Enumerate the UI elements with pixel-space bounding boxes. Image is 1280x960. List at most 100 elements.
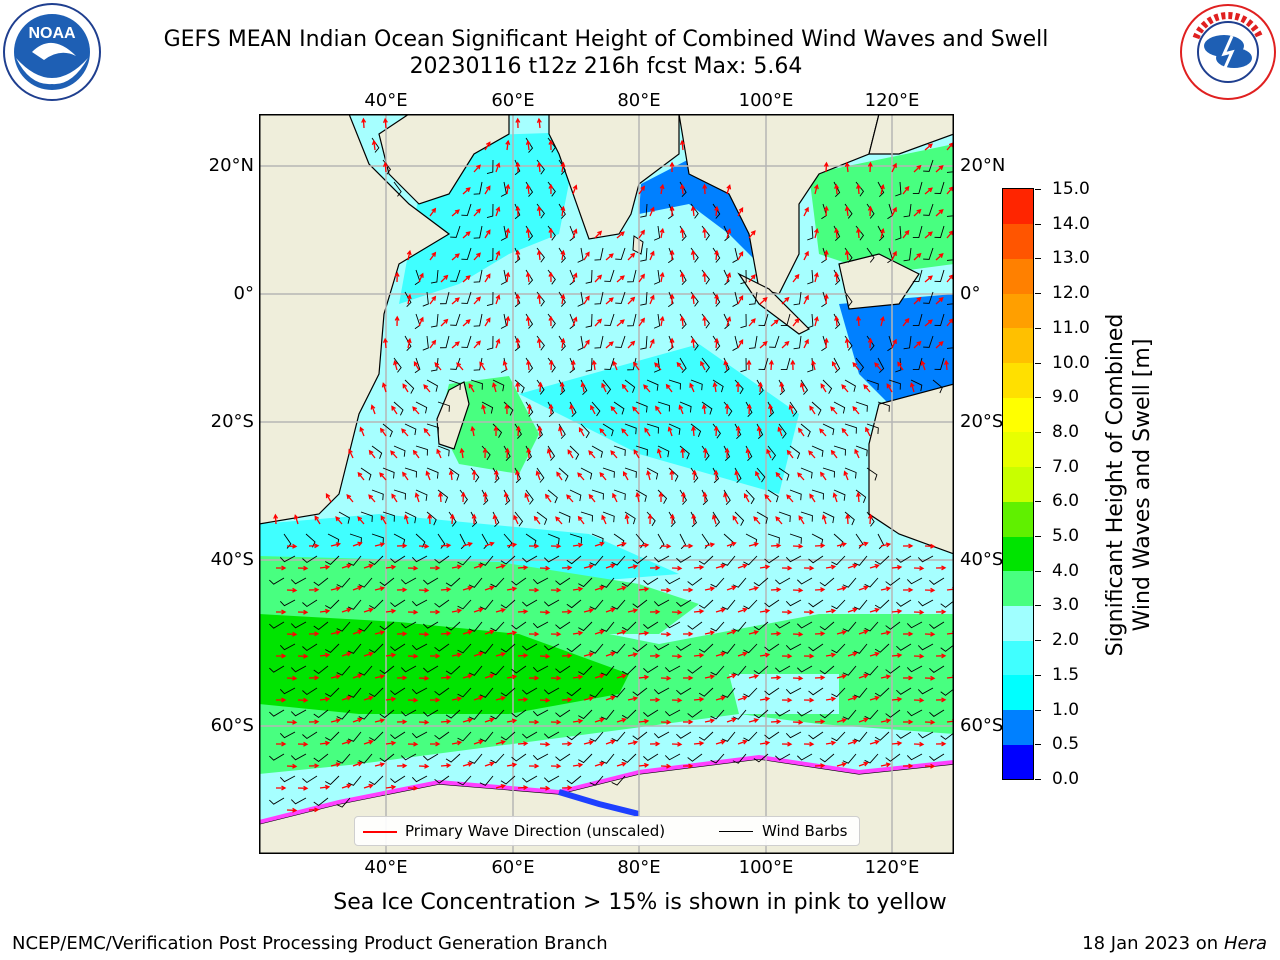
wind-barb xyxy=(664,621,681,629)
wave-direction-arrow xyxy=(715,426,718,437)
wave-arrow-head xyxy=(677,609,683,615)
wave-direction-arrow xyxy=(946,676,954,679)
wind-barb xyxy=(434,643,450,652)
wave-direction-arrow xyxy=(451,741,461,745)
wave-arrow-head xyxy=(303,609,309,615)
wind-barb xyxy=(780,357,791,371)
wave-arrow-head xyxy=(764,608,771,614)
wave-direction-arrow xyxy=(513,515,519,525)
wind-barb xyxy=(775,753,791,761)
wind-barb xyxy=(643,577,659,585)
wind-barb xyxy=(866,335,875,351)
colorbar-segment xyxy=(1003,501,1033,537)
wave-direction-arrow xyxy=(775,472,783,481)
wave-arrow-head xyxy=(941,609,947,615)
wind-barb xyxy=(903,247,912,262)
wave-arrow-head xyxy=(764,564,771,570)
wave-direction-arrow xyxy=(363,740,373,745)
wave-direction-arrow xyxy=(726,674,736,679)
wave-arrow-head xyxy=(809,653,815,659)
wave-arrow-head xyxy=(640,317,645,323)
wind-barb xyxy=(580,511,593,522)
wave-arrow-head xyxy=(819,428,825,434)
wave-arrow-head xyxy=(536,161,542,168)
wave-direction-arrow xyxy=(610,406,618,415)
wind-barb xyxy=(569,225,576,242)
wave-direction-arrow xyxy=(682,492,685,503)
wave-direction-arrow xyxy=(770,319,779,327)
wind-barb xyxy=(336,621,351,632)
wave-arrow-head xyxy=(515,293,521,299)
wave-arrow-head xyxy=(830,740,837,746)
wave-direction-arrow xyxy=(538,338,541,349)
wave-direction-arrow xyxy=(891,654,902,657)
wave-arrow-head xyxy=(525,227,531,234)
wind-barb xyxy=(536,379,545,395)
wave-arrow-head xyxy=(874,563,880,569)
wave-arrow-head xyxy=(402,763,408,769)
wave-arrow-head xyxy=(844,249,850,256)
wind-barb xyxy=(336,797,351,808)
wave-arrow-head xyxy=(556,631,562,637)
wave-arrow-head xyxy=(381,382,387,388)
wave-arrow-head xyxy=(753,674,759,679)
wave-arrow-head xyxy=(688,719,694,725)
wave-direction-arrow xyxy=(913,209,921,217)
wave-direction-arrow xyxy=(341,564,351,569)
wind-barb xyxy=(866,379,879,391)
wind-barb xyxy=(500,313,507,329)
wave-direction-arrow xyxy=(869,564,879,569)
wave-arrow-head xyxy=(536,117,542,124)
wave-direction-arrow xyxy=(858,630,868,635)
wave-direction-arrow xyxy=(517,426,520,437)
wind-barb xyxy=(393,445,406,457)
wave-arrow-head xyxy=(619,231,625,237)
wind-barb xyxy=(423,577,439,585)
wave-arrow-head xyxy=(720,651,726,657)
wave-arrow-head xyxy=(644,427,649,433)
wind-barb xyxy=(325,555,340,566)
wave-direction-arrow xyxy=(891,207,897,217)
wave-arrow-head xyxy=(831,360,837,367)
wind-barb xyxy=(290,797,307,805)
wave-arrow-head xyxy=(689,382,694,388)
wave-arrow-head xyxy=(523,785,529,791)
wave-direction-arrow xyxy=(836,718,846,723)
wave-direction-arrow xyxy=(561,207,565,217)
wave-arrow-head xyxy=(680,491,686,497)
wind-barb xyxy=(325,775,340,786)
wave-direction-arrow xyxy=(748,230,756,239)
wave-arrow-head xyxy=(560,161,566,168)
wave-direction-arrow xyxy=(846,338,849,349)
wind-barb xyxy=(712,511,721,527)
colorbar-tick xyxy=(1035,536,1041,538)
wave-direction-arrow xyxy=(647,471,651,481)
wave-arrow-head xyxy=(556,719,562,725)
wave-arrow-head xyxy=(446,719,452,724)
wave-direction-arrow xyxy=(384,338,387,349)
wind-barb xyxy=(279,731,296,739)
wave-arrow-head xyxy=(787,565,793,571)
wave-arrow-head xyxy=(424,763,430,769)
wave-direction-arrow xyxy=(380,515,387,525)
wave-direction-arrow xyxy=(627,653,637,657)
wave-direction-arrow xyxy=(946,632,954,635)
wave-direction-arrow xyxy=(384,162,387,173)
wave-arrow-head xyxy=(492,513,498,520)
wave-direction-arrow xyxy=(616,674,626,679)
wave-direction-arrow xyxy=(391,494,398,503)
wave-direction-arrow xyxy=(748,586,758,591)
wind-barb xyxy=(379,621,395,631)
wave-direction-arrow xyxy=(572,229,577,239)
wind-barb xyxy=(473,225,483,239)
wind-barb xyxy=(302,775,318,784)
wave-arrow-head xyxy=(601,382,606,388)
wind-barb xyxy=(543,643,560,651)
wave-direction-arrow xyxy=(506,184,509,195)
wave-arrow-head xyxy=(927,319,933,325)
wind-barb xyxy=(580,423,590,439)
wave-direction-arrow xyxy=(612,361,618,371)
wave-arrow-head xyxy=(823,205,829,211)
wave-direction-arrow xyxy=(423,384,431,393)
wave-arrow-head xyxy=(852,563,858,569)
